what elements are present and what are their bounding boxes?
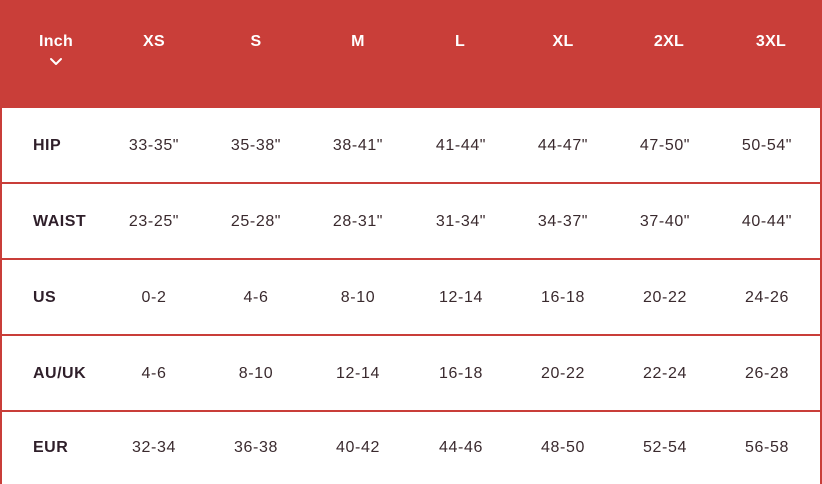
chevron-down-icon bbox=[49, 57, 63, 67]
table-cell: 8-10 bbox=[340, 289, 376, 306]
table-cell: 31-34" bbox=[435, 213, 487, 230]
unit-selector[interactable]: Inch bbox=[20, 28, 92, 80]
table-cell: 52-54 bbox=[643, 439, 687, 456]
size-header-xs: XS bbox=[143, 33, 165, 50]
table-cell: 47-50" bbox=[639, 137, 691, 154]
size-header-3xl: 3XL bbox=[755, 33, 787, 50]
size-header-l: L bbox=[454, 33, 466, 50]
table-cell: 38-41" bbox=[332, 137, 384, 154]
table-cell: 16-18 bbox=[439, 365, 483, 382]
row-label-hip: HIP bbox=[33, 137, 62, 154]
table-cell: 28-31" bbox=[332, 213, 384, 230]
size-header-m: M bbox=[351, 33, 365, 50]
table-cell: 41-44" bbox=[435, 137, 487, 154]
table-row-waist: WAIST 23-25" 25-28" 28-31" 31-34" 34-37"… bbox=[0, 182, 822, 260]
table-cell: 50-54" bbox=[741, 137, 793, 154]
table-cell: 8-10 bbox=[238, 365, 274, 382]
table-cell: 56-58 bbox=[745, 439, 789, 456]
table-cell: 4-6 bbox=[141, 365, 167, 382]
table-row-us: US 0-2 4-6 8-10 12-14 16-18 20-22 24-26 bbox=[0, 258, 822, 336]
size-header-xl: XL bbox=[552, 33, 574, 50]
table-row-eur: EUR 32-34 36-38 40-42 44-46 48-50 52-54 … bbox=[0, 410, 822, 484]
table-cell: 40-42 bbox=[336, 439, 380, 456]
table-cell: 20-22 bbox=[643, 289, 687, 306]
table-cell: 16-18 bbox=[541, 289, 585, 306]
table-row-au-uk: AU/UK 4-6 8-10 12-14 16-18 20-22 22-24 2… bbox=[0, 334, 822, 412]
table-cell: 32-34 bbox=[132, 439, 176, 456]
table-cell: 44-47" bbox=[537, 137, 589, 154]
size-header-2xl: 2XL bbox=[653, 33, 685, 50]
row-label-au-uk: AU/UK bbox=[33, 365, 87, 382]
table-cell: 4-6 bbox=[243, 289, 269, 306]
row-label-eur: EUR bbox=[33, 439, 69, 456]
table-cell: 44-46 bbox=[439, 439, 483, 456]
table-cell: 37-40" bbox=[639, 213, 691, 230]
table-cell: 48-50 bbox=[541, 439, 585, 456]
size-chart-header: Inch XS S M L XL 2XL 3XL bbox=[0, 0, 822, 108]
row-label-waist: WAIST bbox=[33, 213, 87, 230]
table-cell: 40-44" bbox=[741, 213, 793, 230]
table-cell: 33-35" bbox=[128, 137, 180, 154]
table-cell: 24-26 bbox=[745, 289, 789, 306]
table-row-hip: HIP 33-35" 35-38" 38-41" 41-44" 44-47" 4… bbox=[0, 106, 822, 184]
table-cell: 26-28 bbox=[745, 365, 789, 382]
table-cell: 22-24 bbox=[643, 365, 687, 382]
unit-label: Inch bbox=[38, 33, 74, 50]
table-cell: 12-14 bbox=[439, 289, 483, 306]
table-cell: 12-14 bbox=[336, 365, 380, 382]
table-cell: 20-22 bbox=[541, 365, 585, 382]
row-label-us: US bbox=[33, 289, 57, 306]
table-cell: 34-37" bbox=[537, 213, 589, 230]
table-cell: 23-25" bbox=[128, 213, 180, 230]
table-cell: 36-38 bbox=[234, 439, 278, 456]
table-cell: 0-2 bbox=[141, 289, 167, 306]
size-header-s: S bbox=[250, 33, 262, 50]
table-cell: 35-38" bbox=[230, 137, 282, 154]
table-cell: 25-28" bbox=[230, 213, 282, 230]
